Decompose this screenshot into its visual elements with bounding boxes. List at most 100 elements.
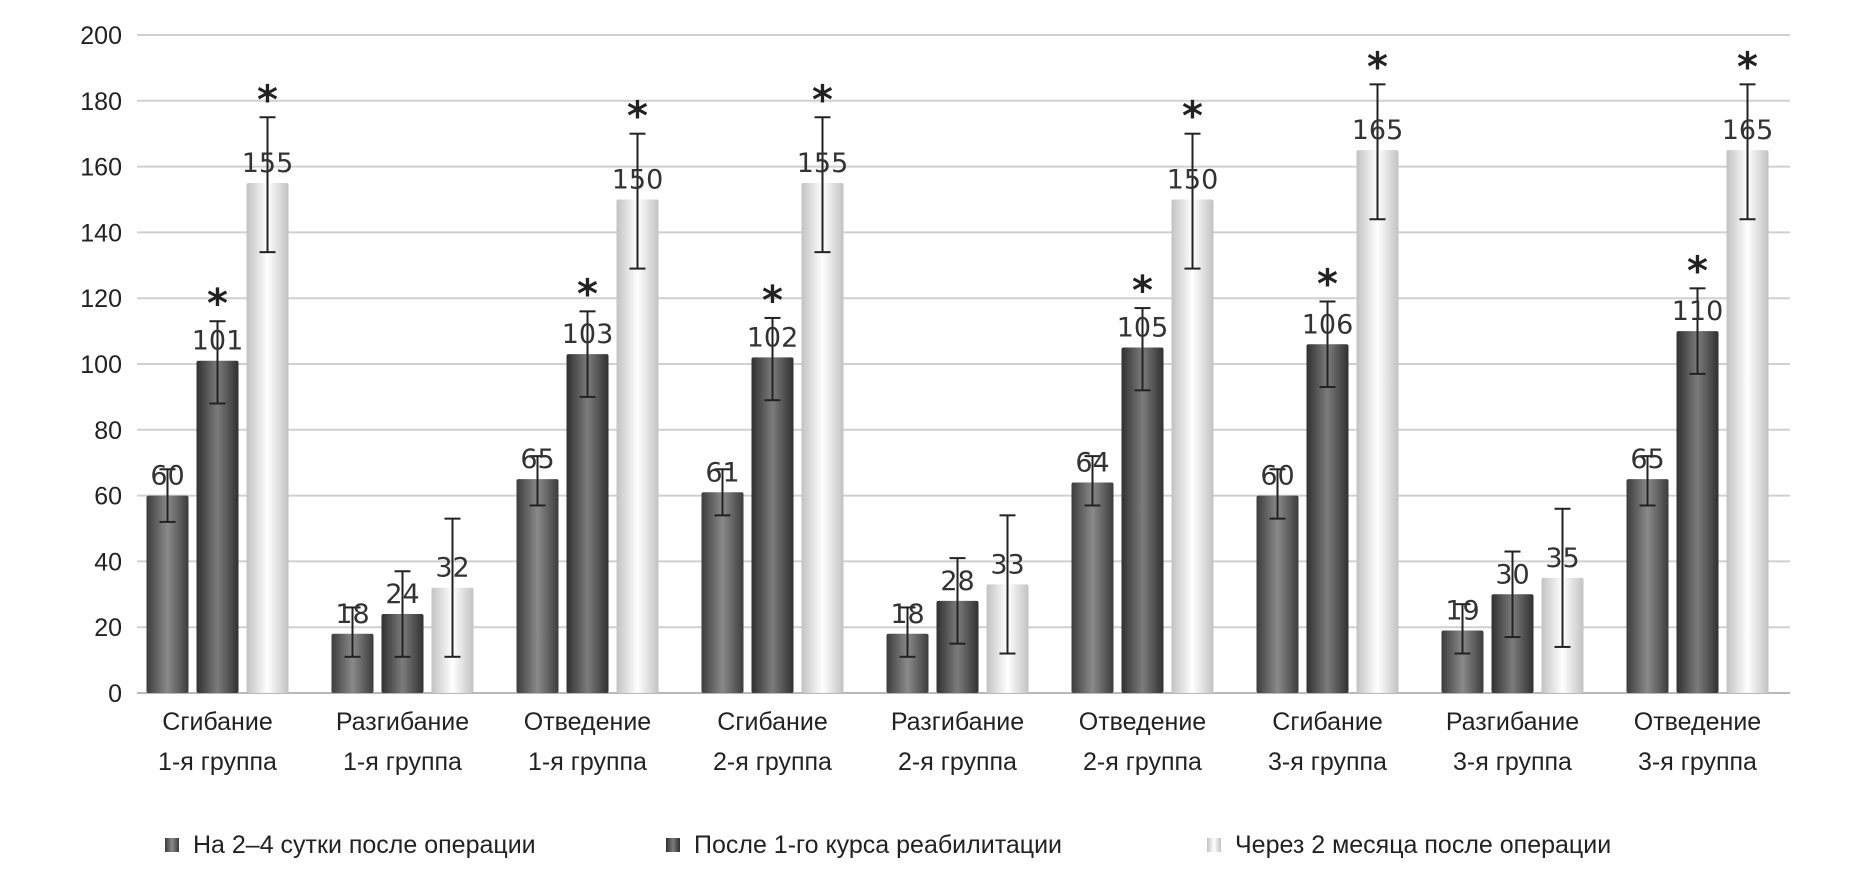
significance-marker: * (1132, 268, 1153, 314)
bar (1441, 630, 1484, 693)
bar (1626, 479, 1669, 693)
data-labels: 60101*155*18243265103*150*61102*155*1828… (150, 44, 1773, 629)
y-tick-label: 0 (108, 680, 122, 708)
data-label: 61 (705, 457, 739, 488)
data-label: 150 (1167, 165, 1219, 196)
x-tick-label: Сгибание (1272, 708, 1382, 736)
bar (1356, 150, 1399, 693)
x-tick-label: Отведение (1079, 708, 1206, 736)
data-label: 64 (1075, 447, 1109, 478)
bar (331, 633, 374, 693)
significance-marker: * (762, 278, 783, 324)
significance-marker: * (577, 271, 598, 317)
significance-marker: * (257, 77, 278, 123)
data-label: 65 (520, 444, 554, 475)
x-tick-label: 1-я группа (343, 748, 462, 776)
x-tick-label: Отведение (524, 708, 651, 736)
data-label: 18 (335, 599, 369, 630)
bar (246, 183, 289, 694)
bar (801, 183, 844, 694)
legend-label: На 2–4 сутки после операции (193, 831, 536, 859)
data-label: 110 (1672, 296, 1724, 327)
y-axis: 0 20 40 60 80 100 120 140 160 180 200 (80, 22, 122, 708)
x-tick-label: Разгибание (1446, 708, 1579, 736)
data-label: 155 (242, 148, 294, 179)
x-tick-label: 3-я группа (1453, 748, 1572, 776)
bar (1121, 347, 1164, 693)
x-tick-label: 2-я группа (713, 748, 832, 776)
data-label: 32 (435, 553, 469, 584)
x-tick-label: 2-я группа (1083, 748, 1202, 776)
y-tick-label: 180 (80, 88, 122, 116)
bar (751, 357, 794, 693)
significance-marker: * (1367, 44, 1388, 90)
y-tick-label: 40 (94, 548, 122, 576)
data-label: 150 (612, 165, 664, 196)
bar (1256, 495, 1299, 693)
data-label: 28 (940, 566, 974, 597)
data-label: 106 (1302, 309, 1354, 340)
data-label: 19 (1445, 595, 1479, 626)
data-label: 18 (890, 599, 924, 630)
y-tick-label: 100 (80, 351, 122, 379)
x-axis-categories: Сгибание 1-я группа Разгибание 1-я группа От… (158, 708, 1761, 776)
bar (1071, 482, 1114, 693)
significance-marker: * (812, 77, 833, 123)
x-tick-label: Сгибание (717, 708, 827, 736)
data-label: 165 (1352, 115, 1404, 146)
data-label: 101 (192, 326, 244, 357)
x-tick-label: 3-я группа (1268, 748, 1387, 776)
data-label: 24 (385, 579, 419, 610)
y-tick-label: 140 (80, 219, 122, 247)
data-label: 165 (1722, 115, 1774, 146)
bar (936, 600, 979, 693)
x-tick-label: 2-я группа (898, 748, 1017, 776)
y-tick-label: 20 (94, 614, 122, 642)
bars (146, 150, 1769, 694)
bar (516, 479, 559, 693)
y-tick-label: 160 (80, 154, 122, 182)
data-label: 155 (797, 148, 849, 179)
data-label: 30 (1495, 559, 1529, 590)
y-tick-label: 200 (80, 22, 122, 50)
significance-marker: * (1687, 248, 1708, 294)
data-label: 103 (562, 319, 614, 350)
y-tick-label: 60 (94, 483, 122, 511)
data-label: 105 (1117, 313, 1169, 344)
bar (701, 492, 744, 693)
bar (616, 199, 659, 693)
y-tick-label: 120 (80, 285, 122, 313)
legend-swatch (666, 838, 680, 852)
legend-swatch (165, 838, 179, 852)
legend-swatch (1207, 838, 1221, 852)
significance-marker: * (1317, 261, 1338, 307)
x-tick-label: 1-я группа (528, 748, 647, 776)
bar (196, 360, 239, 693)
bar (886, 633, 929, 693)
data-label: 102 (747, 322, 799, 353)
data-label: 60 (150, 461, 184, 492)
bar (566, 354, 609, 693)
data-label: 60 (1260, 461, 1294, 492)
y-tick-label: 80 (94, 417, 122, 445)
x-tick-label: Сгибание (162, 708, 272, 736)
bar (1676, 331, 1719, 693)
bar (1491, 594, 1534, 693)
legend-label: После 1-го курса реабилитации (694, 831, 1062, 859)
significance-marker: * (627, 94, 648, 140)
bar (146, 495, 189, 693)
legend-label: Через 2 месяца после операции (1235, 831, 1611, 859)
data-label: 35 (1545, 543, 1579, 574)
data-label: 33 (990, 549, 1024, 580)
x-tick-label: Разгибание (336, 708, 469, 736)
significance-marker: * (1737, 44, 1758, 90)
data-label: 65 (1630, 444, 1664, 475)
significance-marker: * (1182, 94, 1203, 140)
x-tick-label: 1-я группа (158, 748, 277, 776)
bar (1171, 199, 1214, 693)
bar (1306, 344, 1349, 693)
x-tick-label: 3-я группа (1638, 748, 1757, 776)
legend: На 2–4 сутки после операции После 1-го ку… (165, 831, 1611, 859)
